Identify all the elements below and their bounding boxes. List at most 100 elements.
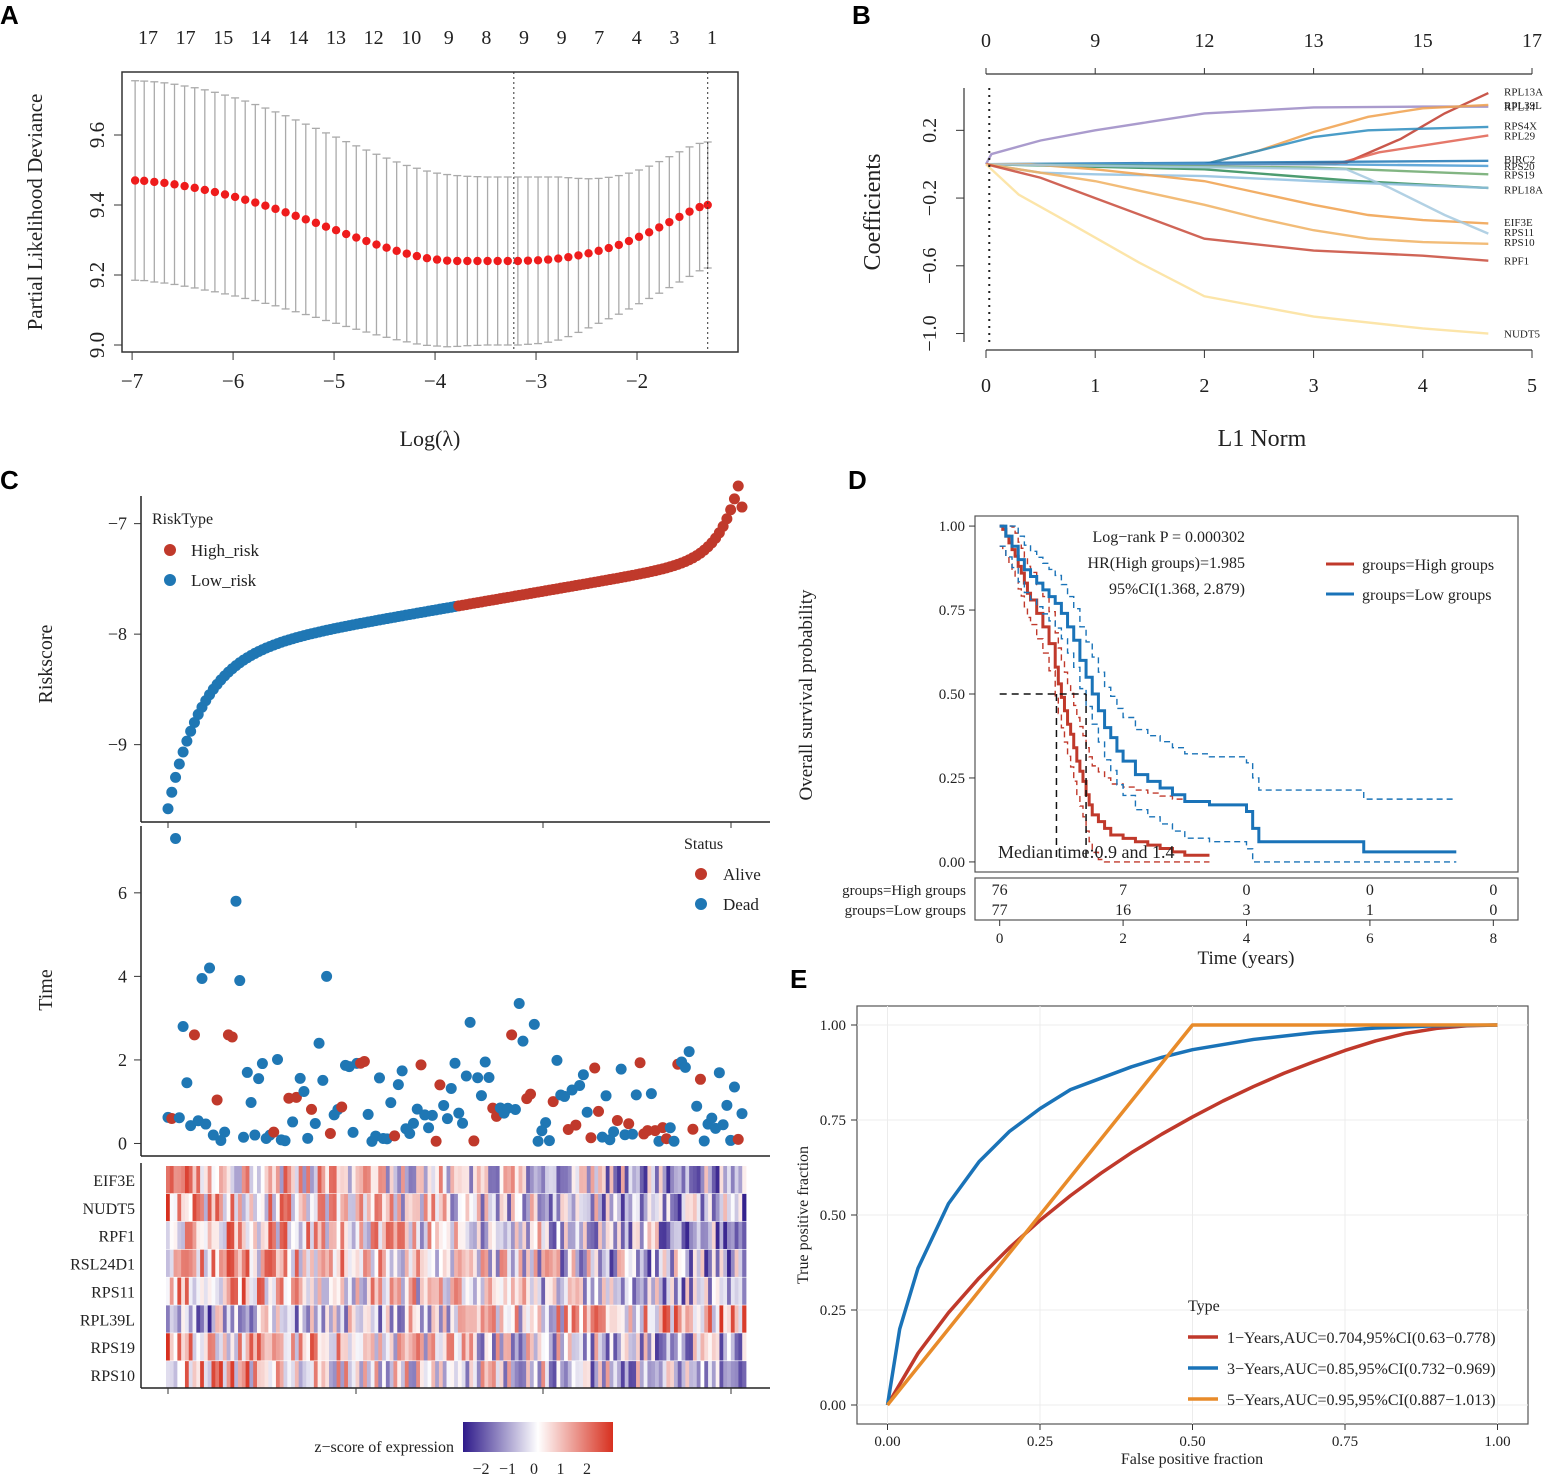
heatmap-cell <box>708 1221 713 1250</box>
heatmap-cell <box>624 1277 629 1305</box>
heatmap-cell <box>564 1193 569 1222</box>
heatmap-cell <box>617 1193 622 1222</box>
y-axis-label: Coefficients <box>860 154 886 271</box>
deviance-point <box>291 211 300 221</box>
heatmap-cell <box>302 1221 307 1250</box>
x-tick-label: −4 <box>424 369 447 393</box>
heatmap-cell <box>207 1305 212 1333</box>
time-point <box>219 1126 231 1138</box>
heatmap-cell <box>579 1333 584 1361</box>
y-axis-label: True positive fraction <box>795 1146 812 1284</box>
heatmap-cell <box>658 1249 664 1277</box>
heatmap-cell <box>742 1333 747 1361</box>
heatmap-cell <box>366 1249 372 1277</box>
heatmap-cell <box>514 1166 519 1194</box>
deviance-point <box>554 254 563 263</box>
gene-label: RPS19 <box>1504 169 1535 181</box>
heatmap-cell <box>249 1249 254 1277</box>
heatmap-cell <box>169 1249 174 1277</box>
heatmap-cell <box>715 1249 720 1277</box>
time-point <box>528 1018 540 1030</box>
heatmap-cell <box>427 1277 432 1305</box>
heatmap-cell <box>423 1333 428 1361</box>
heatmap-cell <box>219 1333 224 1361</box>
heatmap-cell <box>419 1305 425 1333</box>
heatmap-cell <box>495 1221 500 1250</box>
heatmap-cell <box>336 1193 341 1222</box>
riskscore-point <box>721 513 733 525</box>
heatmap-row-label: RPS19 <box>91 1340 135 1357</box>
heatmap-cell <box>408 1166 413 1194</box>
heatmap-cell <box>321 1221 326 1250</box>
heatmap-cell <box>681 1333 686 1361</box>
heatmap-cell <box>226 1166 231 1194</box>
time-point <box>426 1109 438 1121</box>
time-point <box>721 1099 733 1111</box>
heatmap-cell <box>279 1333 284 1361</box>
km-annotation: HR(High groups)=1.985 <box>1088 555 1245 572</box>
heatmap-cell <box>704 1333 709 1361</box>
heatmap-cell <box>556 1277 561 1305</box>
heatmap-row-label: EIF3E <box>93 1173 135 1190</box>
heatmap-cell <box>510 1361 516 1389</box>
deviance-point <box>352 233 361 242</box>
heatmap-cell <box>708 1305 713 1333</box>
heatmap-cell <box>310 1333 315 1361</box>
gene-label: EIF3E <box>1504 217 1533 229</box>
heatmap-cell <box>632 1305 637 1333</box>
heatmap-cell <box>446 1333 451 1361</box>
top-tick-label: 9 <box>1090 30 1100 52</box>
y-tick-label: 9.2 <box>85 262 109 288</box>
time-point <box>268 1126 280 1138</box>
heatmap-cell <box>689 1277 694 1305</box>
x-tick-label: 1 <box>1090 375 1100 397</box>
time-point <box>593 1105 604 1117</box>
heatmap-cell <box>389 1249 394 1277</box>
heatmap-cell <box>321 1193 326 1222</box>
heatmap-cell <box>203 1361 209 1389</box>
heatmap-cell <box>560 1249 565 1277</box>
top-count-label: 9 <box>444 27 454 49</box>
legend-dot-low <box>164 574 176 586</box>
heatmap-cell <box>704 1221 709 1250</box>
heatmap-cell <box>484 1277 489 1305</box>
heatmap-cell <box>518 1305 523 1333</box>
heatmap-cell <box>628 1361 633 1389</box>
heatmap-cell <box>457 1277 463 1305</box>
heatmap-cell <box>306 1193 311 1222</box>
heatmap-cell <box>336 1333 341 1361</box>
colorbar-tick-label: 1 <box>557 1461 565 1475</box>
y-tick-label: −8 <box>108 624 127 644</box>
heatmap-cell <box>200 1249 205 1277</box>
heatmap-cell <box>560 1193 565 1222</box>
heatmap-cell <box>442 1221 447 1250</box>
heatmap-cell <box>329 1305 334 1333</box>
heatmap-cell <box>541 1166 546 1194</box>
heatmap-cell <box>469 1193 474 1222</box>
heatmap-cell <box>639 1305 645 1333</box>
heatmap-cell <box>351 1361 356 1389</box>
time-point <box>445 1082 457 1094</box>
top-count-label: 10 <box>401 27 421 49</box>
heatmap-cell <box>302 1361 307 1389</box>
heatmap-cell <box>507 1221 512 1250</box>
heatmap-cell <box>442 1361 447 1389</box>
colorbar-label: z−score of expression <box>314 1439 454 1456</box>
heatmap-cell <box>738 1221 743 1250</box>
time-point <box>358 1055 370 1067</box>
y-tick-label: 0.50 <box>820 1208 846 1224</box>
heatmap-cell <box>253 1249 258 1277</box>
heatmap-cell <box>245 1277 250 1305</box>
heatmap-cell <box>655 1193 660 1222</box>
heatmap-cell <box>294 1277 300 1305</box>
heatmap-cell <box>552 1277 557 1305</box>
heatmap-cell <box>200 1333 205 1361</box>
top-count-label: 12 <box>364 27 384 49</box>
heatmap-cell <box>692 1277 698 1305</box>
legend-label-2: 3−Years,AUC=0.85,95%CI(0.732−0.969) <box>1227 1361 1496 1378</box>
heatmap-cell <box>366 1305 372 1333</box>
legend-label-1: 1−Years,AUC=0.704,95%CI(0.63−0.778) <box>1227 1330 1496 1347</box>
heatmap-cell <box>347 1333 353 1361</box>
heatmap-cell <box>727 1277 732 1305</box>
heatmap-cell <box>715 1361 720 1389</box>
